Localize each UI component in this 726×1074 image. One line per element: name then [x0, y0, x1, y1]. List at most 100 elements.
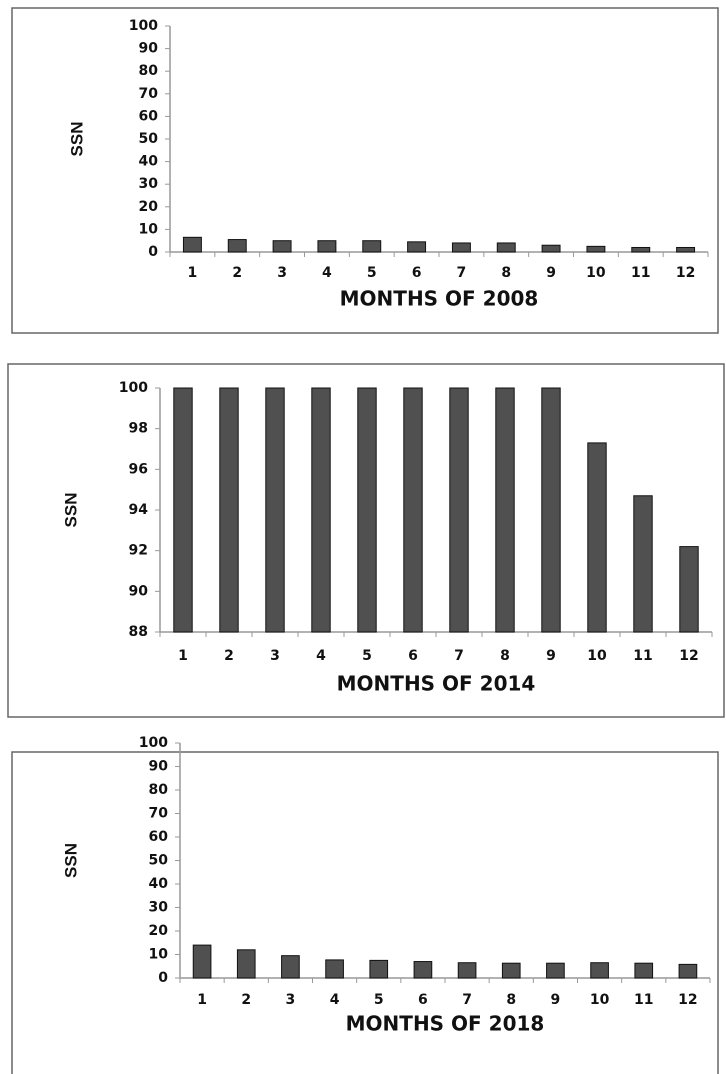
bar: [281, 955, 300, 979]
x-tick-label: 4: [322, 265, 332, 281]
y-tick-label: 10: [149, 947, 169, 963]
y-tick-label: 94: [129, 502, 149, 518]
x-tick-label: 4: [316, 648, 326, 664]
y-tick-label: 100: [119, 380, 148, 396]
bar: [236, 949, 256, 979]
bar: [546, 962, 565, 979]
panel-frame: [11, 751, 719, 1074]
x-axis-title: MONTHS OF 2014: [337, 672, 536, 696]
bar: [587, 442, 607, 633]
x-tick-label: 3: [277, 265, 287, 281]
x-tick-label: 1: [188, 265, 198, 281]
y-tick-label: 92: [129, 543, 148, 559]
y-tick-label: 50: [149, 853, 169, 869]
x-tick-label: 6: [412, 265, 422, 281]
y-axis-title: SSN: [61, 843, 80, 878]
bar: [496, 242, 516, 253]
bar: [495, 387, 515, 633]
bar: [634, 962, 654, 979]
x-tick-label: 1: [197, 992, 207, 1008]
bar: [317, 240, 337, 253]
x-tick-label: 12: [678, 992, 697, 1008]
bar: [173, 387, 193, 633]
x-tick-label: 4: [330, 992, 340, 1008]
y-axis-title: SSN: [67, 122, 86, 157]
x-tick-label: 2: [232, 265, 242, 281]
x-tick-label: 10: [590, 992, 610, 1008]
y-tick-label: 60: [149, 829, 169, 845]
x-tick-label: 8: [506, 992, 516, 1008]
bar: [403, 387, 423, 633]
bar: [407, 241, 427, 253]
y-tick-label: 70: [139, 86, 159, 102]
bar: [457, 962, 477, 979]
x-tick-label: 12: [676, 265, 695, 281]
bar: [631, 246, 651, 253]
y-tick-label: 40: [149, 876, 169, 892]
bar: [182, 236, 202, 253]
x-tick-label: 11: [631, 265, 650, 281]
x-tick-label: 5: [374, 992, 384, 1008]
y-tick-label: 30: [149, 900, 169, 916]
x-tick-label: 5: [362, 648, 372, 664]
bar: [272, 240, 292, 253]
bar: [362, 240, 382, 253]
x-tick-label: 10: [586, 265, 606, 281]
y-tick-label: 40: [139, 154, 159, 170]
x-tick-label: 6: [418, 992, 428, 1008]
bar: [679, 546, 699, 633]
x-tick-label: 6: [408, 648, 418, 664]
y-tick-label: 0: [158, 970, 168, 986]
bar: [449, 387, 469, 633]
y-tick-label: 90: [129, 583, 149, 599]
bar: [633, 495, 653, 633]
y-tick-label: 88: [129, 624, 148, 640]
bar: [586, 245, 606, 253]
bar: [311, 387, 331, 633]
y-tick-label: 0: [148, 244, 158, 260]
x-tick-label: 7: [454, 648, 464, 664]
bar: [325, 959, 344, 979]
x-tick-label: 7: [462, 992, 472, 1008]
bar: [265, 387, 285, 633]
bar: [451, 242, 471, 253]
y-tick-label: 96: [129, 461, 148, 477]
x-tick-label: 3: [286, 992, 296, 1008]
y-tick-label: 80: [139, 63, 159, 79]
bar: [541, 244, 561, 253]
y-tick-label: 98: [129, 421, 148, 437]
bar: [227, 239, 247, 253]
bar: [541, 387, 561, 633]
y-tick-label: 80: [149, 782, 169, 798]
y-tick-label: 20: [139, 199, 159, 215]
y-tick-label: 20: [149, 923, 169, 939]
y-tick-label: 60: [139, 108, 159, 124]
bar: [192, 944, 212, 979]
y-tick-label: 90: [139, 41, 159, 57]
y-tick-label: 10: [139, 221, 159, 237]
x-tick-label: 10: [587, 648, 607, 664]
x-tick-label: 7: [457, 265, 467, 281]
y-axis-title: SSN: [61, 493, 80, 528]
x-tick-label: 8: [500, 648, 510, 664]
x-tick-label: 2: [224, 648, 234, 664]
x-tick-label: 5: [367, 265, 377, 281]
x-tick-label: 9: [546, 648, 556, 664]
bar: [219, 387, 239, 633]
bar: [678, 963, 698, 979]
x-tick-label: 12: [679, 648, 698, 664]
x-tick-label: 1: [178, 648, 188, 664]
x-tick-label: 9: [551, 992, 561, 1008]
y-tick-label: 50: [139, 131, 159, 147]
panel-frame: [7, 363, 725, 718]
x-tick-label: 9: [546, 265, 556, 281]
x-tick-label: 11: [634, 992, 653, 1008]
y-tick-label: 70: [149, 806, 169, 822]
x-axis-title: MONTHS OF 2018: [346, 1012, 545, 1036]
bar: [357, 387, 377, 633]
bar: [676, 246, 696, 253]
bar: [369, 959, 389, 979]
y-tick-label: 30: [139, 176, 159, 192]
y-tick-label: 100: [129, 18, 158, 34]
